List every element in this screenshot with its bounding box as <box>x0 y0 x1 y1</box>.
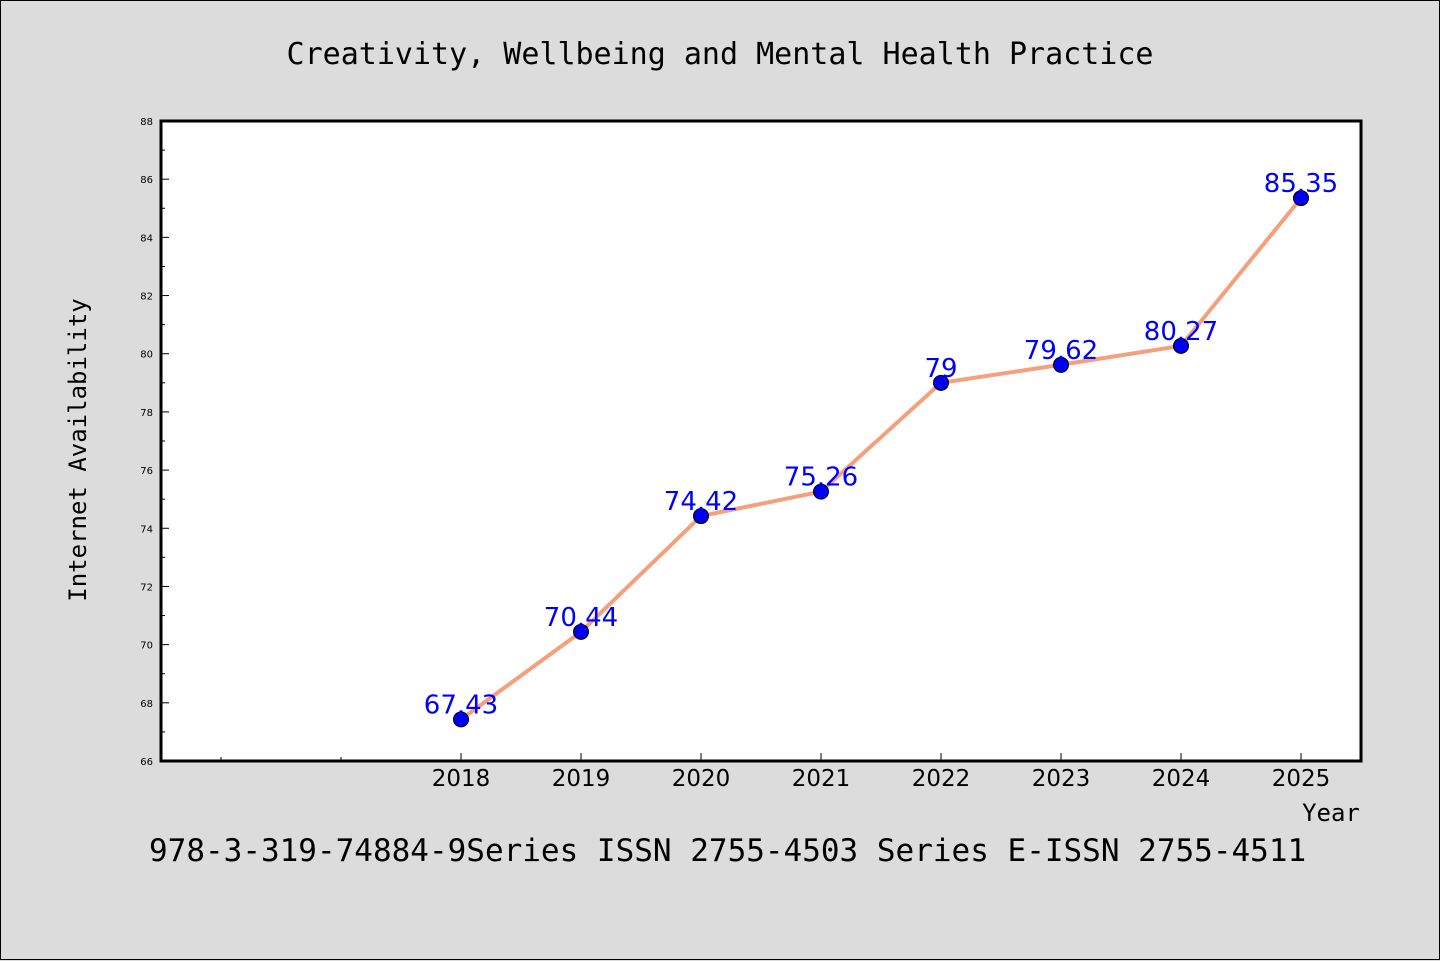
y-axis-title: Internet Availability <box>64 298 92 601</box>
y-tick-label: 70 <box>140 641 153 652</box>
data-label: 79.62 <box>1024 336 1098 366</box>
y-tick-label: 88 <box>140 117 153 128</box>
x-tick-label: 2023 <box>1032 766 1091 792</box>
y-axis: 66 68 70 72 74 76 78 80 82 84 86 88 <box>140 117 169 768</box>
y-tick-label: 84 <box>140 233 153 244</box>
data-point <box>1293 190 1309 207</box>
y-tick-label: 74 <box>140 524 153 535</box>
data-points <box>453 190 1309 728</box>
y-tick-label: 82 <box>140 292 153 303</box>
data-point <box>453 711 469 728</box>
data-point <box>1173 337 1189 354</box>
data-label: 79 <box>924 354 957 384</box>
y-tick-label: 66 <box>140 757 153 768</box>
x-axis-title: Year <box>1302 799 1360 827</box>
isbn-issn-footer: 978-3-319-74884-9Series ISSN 2755-4503 S… <box>149 833 1307 869</box>
y-tick-label: 72 <box>140 582 153 593</box>
y-tick-label: 76 <box>140 466 153 477</box>
x-tick-label: 2021 <box>792 766 851 792</box>
data-label: 67.43 <box>424 690 498 720</box>
x-tick-label: 2020 <box>672 766 731 792</box>
data-point <box>693 508 709 525</box>
y-tick-label: 68 <box>140 699 153 710</box>
x-tick-label: 2022 <box>912 766 971 792</box>
x-tick-label: 2019 <box>552 766 611 792</box>
data-point <box>573 623 589 640</box>
data-label: 85.35 <box>1264 169 1338 199</box>
chart-title: Creativity, Wellbeing and Mental Health … <box>287 37 1154 72</box>
series-line <box>459 196 1303 722</box>
data-point <box>933 374 949 391</box>
x-tick-label: 2018 <box>432 766 491 792</box>
data-label: 74.42 <box>664 487 738 517</box>
data-point <box>1053 356 1069 373</box>
data-label: 75.26 <box>784 463 858 493</box>
series-line-group <box>459 196 1303 722</box>
y-tick-label: 80 <box>140 350 153 361</box>
data-label: 70.44 <box>544 603 618 633</box>
data-label: 80.27 <box>1144 317 1218 347</box>
data-point <box>813 483 829 500</box>
x-tick-label: 2024 <box>1152 766 1211 792</box>
plot-area <box>159 119 1363 763</box>
y-tick-label: 78 <box>140 408 153 419</box>
y-tick-label: 86 <box>140 175 153 186</box>
data-labels: 67.43 70.44 74.42 75.26 79 79.62 80.27 85.35 <box>424 169 1338 720</box>
x-axis: 2018 2019 2020 2021 2022 2023 2024 2025 <box>220 753 1331 792</box>
x-tick-label: 2025 <box>1272 766 1331 792</box>
